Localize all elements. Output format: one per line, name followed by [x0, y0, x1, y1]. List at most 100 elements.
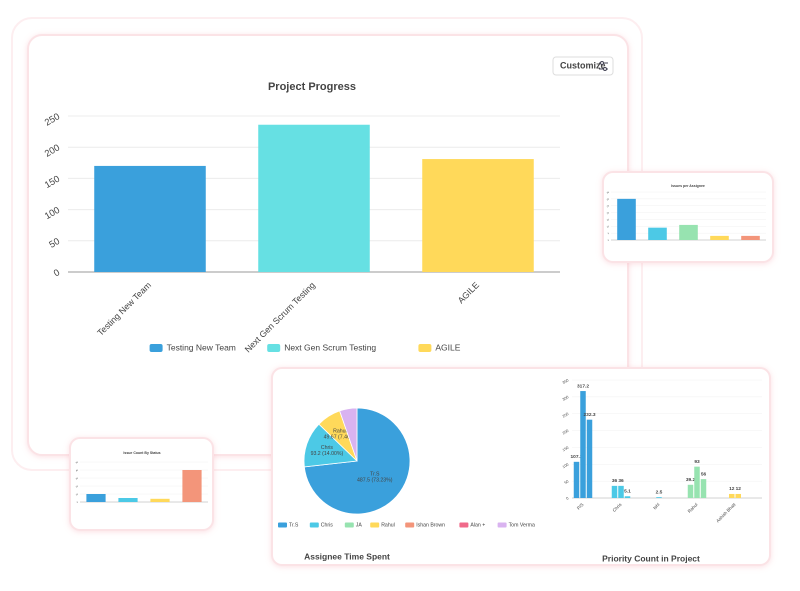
bar: [648, 227, 667, 240]
chart-title: Priority Count in Project: [602, 553, 700, 563]
chart-title: Project Progress: [268, 81, 356, 93]
bar: [710, 235, 729, 240]
legend-label: Ishan Brown: [416, 522, 445, 528]
bar: [741, 235, 760, 240]
bar: [617, 198, 636, 240]
y-tick-label: 20: [607, 212, 611, 215]
legend-swatch: [459, 522, 469, 528]
y-tick-label: 350: [562, 378, 570, 385]
value-label: 12: [729, 486, 735, 492]
bottom-card: [271, 367, 771, 566]
x-tick-label: Ishl: [652, 502, 660, 510]
slice-label: 49.67 (7.46%): [324, 435, 357, 441]
y-tick-label: 35: [607, 191, 611, 194]
slice-name: Rahul: [333, 429, 347, 435]
bar: [94, 165, 206, 272]
y-tick-label: 25: [607, 205, 611, 208]
bar: [573, 461, 580, 498]
legend-label: Tom Verma: [509, 522, 535, 528]
legend-swatch: [344, 522, 354, 528]
customize-button[interactable]: [552, 56, 614, 76]
value-label: 56: [701, 471, 707, 477]
x-tick-label: P/S: [576, 502, 585, 511]
bar: [694, 466, 700, 498]
value-label: 232.3: [583, 412, 595, 418]
y-tick-label: 200: [562, 429, 570, 436]
value-label: 12: [736, 486, 742, 492]
y-tick-label: 30: [76, 477, 80, 480]
y-tick-label: 0: [608, 239, 611, 242]
y-tick-label: 10: [607, 225, 611, 228]
bar: [150, 498, 170, 502]
bar: [86, 494, 106, 502]
chart-title: Issues per Assignee: [671, 184, 705, 188]
bar: [182, 470, 202, 502]
value-label: 36: [618, 478, 624, 484]
slice-name: Chris: [321, 445, 334, 451]
bar: [258, 124, 370, 273]
legend-swatch: [309, 522, 319, 528]
bar: [624, 496, 631, 498]
y-tick-label: 300: [562, 395, 570, 402]
bar: [735, 493, 741, 498]
x-tick-label: Rahul: [687, 502, 699, 514]
bar: [729, 493, 735, 498]
legend-swatch: [370, 522, 380, 528]
bar: [586, 419, 593, 498]
y-tick-label: 10: [76, 493, 80, 496]
legend-label: Chris: [321, 522, 334, 528]
assignee-card: [602, 171, 774, 263]
y-tick-label: 50: [47, 236, 61, 250]
chart-title: Issue Count By Status: [123, 451, 160, 455]
bar: [580, 391, 586, 498]
pie-slice: [339, 407, 358, 462]
slice-name: Tr.S: [370, 471, 380, 477]
bar: [618, 485, 624, 498]
y-tick-label: 5: [608, 232, 611, 235]
slice-label: 487.5 (73.23%): [357, 477, 393, 483]
y-tick-label: 30: [607, 198, 611, 201]
value-label: 317.2: [577, 383, 589, 389]
y-tick-label: 100: [562, 463, 570, 470]
slice-label: 93.2 (14.00%): [311, 451, 344, 457]
status-card: [69, 437, 214, 531]
legend-label: Rahul: [381, 522, 395, 528]
value-label: 36: [612, 478, 618, 484]
y-tick-label: 250: [562, 412, 570, 419]
y-tick-label: 15: [607, 219, 611, 222]
legend-swatch: [278, 522, 287, 528]
legend-swatch: [418, 344, 432, 352]
y-tick-label: 0: [52, 267, 62, 278]
bar: [700, 479, 707, 498]
y-tick-label: 50: [564, 479, 570, 485]
legend-label: Tr.S: [289, 522, 299, 528]
value-label: 107.3: [570, 454, 582, 460]
value-label: 2.5: [656, 489, 663, 495]
chart-title: Assignee Time Spent: [304, 551, 390, 561]
value-label: 5.1: [624, 489, 631, 495]
legend-label: Next Gen Scrum Testing: [284, 342, 376, 352]
x-tick-label: Chris: [612, 501, 623, 512]
legend-swatch: [149, 344, 163, 352]
bar: [422, 159, 534, 272]
customize-icon: [599, 61, 608, 71]
bar: [656, 497, 662, 498]
legend-label: Testing New Team: [167, 342, 236, 352]
y-tick-label: 150: [562, 446, 570, 453]
legend-label: Alan +: [470, 522, 485, 528]
bar: [118, 498, 138, 502]
legend-label: AGILE: [435, 342, 460, 352]
y-tick-label: 40: [76, 469, 80, 472]
customize-label[interactable]: Customize: [560, 60, 606, 70]
value-label: 93: [694, 459, 700, 465]
bar: [679, 224, 698, 240]
y-tick-label: 0: [77, 501, 80, 504]
legend-swatch: [405, 522, 415, 528]
y-tick-label: 20: [76, 485, 80, 488]
legend-swatch: [267, 344, 281, 352]
y-tick-label: 0: [566, 496, 570, 501]
bar: [687, 484, 694, 498]
bar: [611, 485, 618, 498]
legend-label: JA: [356, 522, 363, 528]
